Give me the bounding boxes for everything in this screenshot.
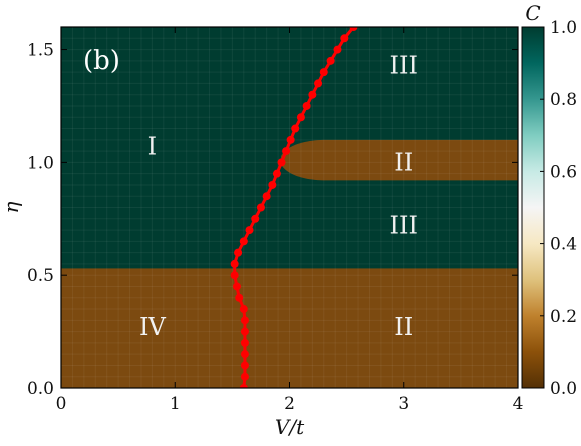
boundary-point (326, 56, 335, 65)
boundary-point (302, 101, 311, 110)
y-axis-label: η (0, 201, 23, 213)
colorbar-tick-label: 1.0 (550, 18, 577, 38)
x-axis-ticks: 0 1 2 3 4 (56, 27, 524, 414)
x-axis-label: V/t (275, 415, 305, 439)
colorbar-tick-label: 0.8 (550, 90, 577, 110)
boundary-point (245, 226, 254, 235)
region-label: II (394, 148, 413, 176)
x-tick-label: 2 (284, 394, 295, 414)
boundary-point (251, 214, 260, 223)
boundary-point (262, 192, 271, 201)
boundary-point (232, 282, 241, 291)
colorbar-tick-label: 0.4 (550, 235, 577, 255)
boundary-point (272, 169, 281, 178)
colorbar-tick-label: 0.2 (550, 307, 577, 327)
colorbar-label: C (525, 1, 540, 25)
colorbar (521, 26, 545, 389)
region-label: III (390, 51, 418, 79)
boundary-point (268, 180, 277, 189)
y-axis-ticks: 0.0 0.5 1.0 1.5 (27, 41, 518, 399)
boundary-point (230, 271, 239, 280)
boundary-point (282, 147, 291, 156)
boundary-point (314, 79, 323, 88)
trivial-region-bottom (61, 268, 518, 388)
boundary-point (239, 305, 248, 314)
panel-label: (b) (83, 46, 120, 76)
boundary-point (240, 361, 249, 370)
boundary-point (240, 350, 249, 359)
boundary-point (230, 259, 239, 268)
colorbar-tick-label: 0.6 (550, 162, 577, 182)
boundary-point (349, 27, 358, 31)
boundary-point (308, 90, 317, 99)
x-tick-label: 3 (398, 394, 409, 414)
grid-lines (61, 27, 518, 388)
y-tick-label: 0.5 (27, 266, 54, 286)
boundary-point (239, 237, 248, 246)
region-label: III (390, 212, 418, 240)
boundary-point (240, 338, 249, 347)
boundary-point (340, 34, 349, 43)
x-tick-label: 1 (170, 394, 181, 414)
region-label: IV (139, 313, 166, 341)
boundary-point (240, 327, 249, 336)
x-tick-label: 4 (513, 394, 524, 414)
boundary-point (256, 203, 265, 212)
region-label: I (148, 133, 157, 161)
y-tick-label: 0.0 (27, 379, 54, 399)
boundary-point (291, 124, 300, 133)
x-tick-label: 0 (56, 394, 67, 414)
boundary-point (240, 372, 249, 381)
boundary-point (296, 113, 305, 122)
boundary-point (286, 135, 295, 144)
colorbar-ticks: 0.0 0.2 0.4 0.6 0.8 1.0 (540, 18, 577, 399)
boundary-point (235, 293, 244, 302)
trivial-region-lobe (281, 139, 518, 181)
boundary-point (234, 248, 243, 257)
plot-area (61, 27, 518, 388)
region-label: II (394, 313, 413, 341)
boundary-point (239, 384, 248, 388)
boundary-point (319, 68, 328, 77)
boundary-point (240, 316, 249, 325)
y-tick-label: 1.0 (27, 153, 54, 173)
phase-boundary-points (230, 27, 358, 388)
y-tick-label: 1.5 (27, 41, 54, 61)
boundary-point (277, 158, 286, 167)
colorbar-tick-label: 0.0 (550, 379, 577, 399)
boundary-point (333, 45, 342, 54)
